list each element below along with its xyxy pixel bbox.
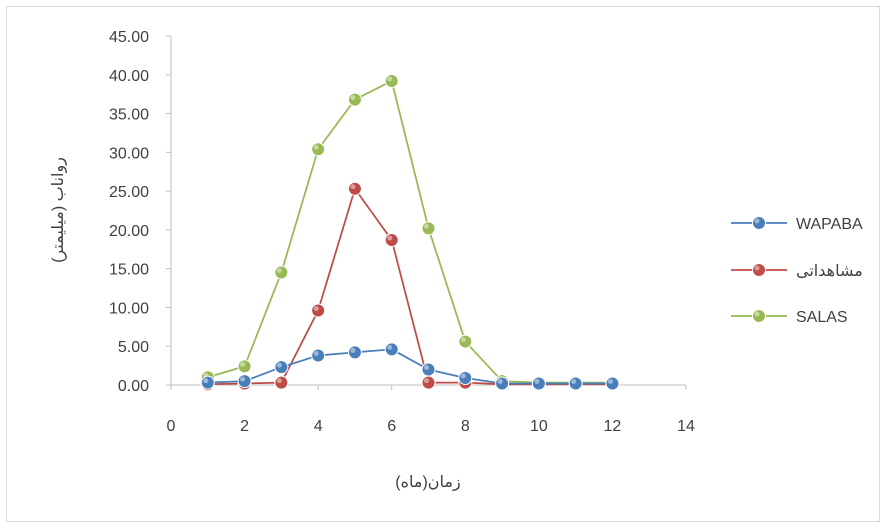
data-point [347, 181, 362, 196]
x-tick-label: 8 [461, 418, 470, 435]
data-point [568, 376, 583, 391]
data-point [384, 232, 399, 247]
data-point [421, 362, 436, 377]
y-tick-label: 35.00 [109, 107, 149, 124]
x-axis-title: زمان(ماه) [395, 474, 460, 492]
data-point [531, 376, 546, 391]
legend-label: WAPABA [796, 216, 863, 233]
series-layer [200, 73, 620, 392]
y-tick-label: 10.00 [109, 300, 149, 317]
data-point [237, 374, 252, 389]
data-point [311, 348, 326, 363]
data-point [421, 375, 436, 390]
y-axis-title: رواناب (میلیمتر) [50, 157, 68, 263]
data-point [458, 371, 473, 386]
data-point [311, 303, 326, 318]
data-point [274, 265, 289, 280]
series-line [207, 79, 613, 384]
y-tick-label: 40.00 [109, 68, 149, 85]
y-axis-ticks: 0.00 5.00 10.00 15.00 20.00 25.00 30.00 35.00 40… [109, 29, 171, 395]
data-point [421, 221, 436, 236]
data-point [495, 376, 510, 391]
legend-item: مشاهداتی [731, 263, 863, 280]
y-tick-label: 0.00 [118, 378, 149, 395]
y-tick-label: 45.00 [109, 29, 149, 46]
y-tick-label: 5.00 [118, 339, 149, 356]
legend-item: WAPABA [731, 216, 863, 233]
x-tick-label: 12 [604, 418, 622, 435]
legend: WAPABA مشاهداتی SALAS [731, 216, 863, 326]
x-tick-label: 6 [387, 418, 396, 435]
data-point [347, 92, 362, 107]
legend-marker [752, 216, 766, 230]
x-tick-label: 14 [677, 418, 695, 435]
legend-marker [752, 263, 766, 277]
y-tick-label: 30.00 [109, 145, 149, 162]
axes [170, 36, 686, 386]
data-point [274, 360, 289, 375]
series-2 [200, 73, 620, 390]
data-point [384, 342, 399, 357]
y-tick-label: 25.00 [109, 184, 149, 201]
x-axis-ticks: 0 2 4 6 8 10 12 14 [167, 385, 695, 435]
data-point [237, 359, 252, 374]
y-tick-label: 20.00 [109, 223, 149, 240]
series-line [207, 348, 613, 385]
legend-label: SALAS [796, 309, 848, 326]
x-tick-label: 10 [530, 418, 548, 435]
y-tick-label: 15.00 [109, 262, 149, 279]
data-point [605, 376, 620, 391]
chart-frame [6, 6, 880, 522]
data-point [458, 334, 473, 349]
data-point [200, 375, 215, 390]
data-point [311, 142, 326, 157]
legend-label: مشاهداتی [796, 263, 863, 280]
data-point [274, 375, 289, 390]
data-point [384, 73, 399, 88]
x-tick-label: 4 [314, 418, 323, 435]
legend-item: SALAS [731, 309, 848, 326]
data-point [347, 345, 362, 360]
x-tick-label: 2 [240, 418, 249, 435]
x-tick-label: 0 [167, 418, 176, 435]
series-0 [200, 342, 620, 391]
legend-marker [752, 309, 766, 323]
series-line [207, 186, 613, 386]
